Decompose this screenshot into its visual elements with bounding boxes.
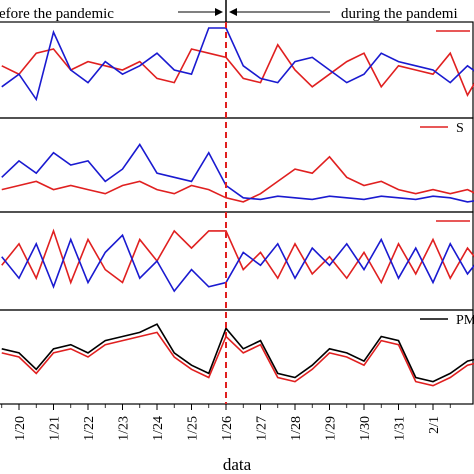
panel-2-series-blue-line	[1, 143, 474, 203]
panel-3-series-blue-line	[1, 233, 474, 293]
x-tick-label: 1/25	[186, 416, 201, 441]
panel-4-series-red-line	[1, 331, 474, 387]
x-tick-label: 2/1	[427, 416, 442, 434]
legend-label: PM	[456, 313, 474, 328]
panel-1-series-blue-line	[1, 27, 474, 102]
x-axis-label: data	[223, 455, 252, 474]
panel-4-series-black-line	[1, 323, 474, 383]
panel-1-series-red-line	[1, 43, 474, 97]
header-right-text: during the pandemi	[341, 6, 458, 22]
x-tick-label: 1/23	[117, 416, 132, 441]
header-left-text: efore the pandemic	[0, 6, 114, 22]
panel-4-legend: PM	[420, 313, 474, 328]
x-tick-label: 1/21	[48, 416, 63, 441]
panel-2: S	[0, 117, 474, 213]
x-tick-label: 1/26	[220, 416, 235, 441]
x-tick-label: 1/28	[289, 416, 304, 441]
panel-2-series-red-line	[1, 155, 474, 203]
x-tick-label: 1/24	[151, 416, 166, 441]
panel-3	[0, 211, 474, 311]
x-tick-label: 1/27	[255, 416, 270, 441]
panel-3-series-red-line	[1, 228, 474, 285]
panel-frame	[0, 309, 474, 405]
x-tick-label: 1/31	[393, 416, 408, 441]
x-tick-label: 1/22	[82, 416, 97, 441]
x-tick-label: 1/30	[358, 416, 373, 441]
x-tick-label: 1/29	[324, 416, 339, 441]
panel-frame	[0, 211, 474, 311]
panel-4: PM	[0, 309, 474, 405]
x-tick-label: 1/20	[13, 416, 28, 441]
panel-2-legend: S	[420, 121, 464, 136]
legend-label: S	[456, 121, 464, 136]
panel-1	[0, 21, 474, 119]
